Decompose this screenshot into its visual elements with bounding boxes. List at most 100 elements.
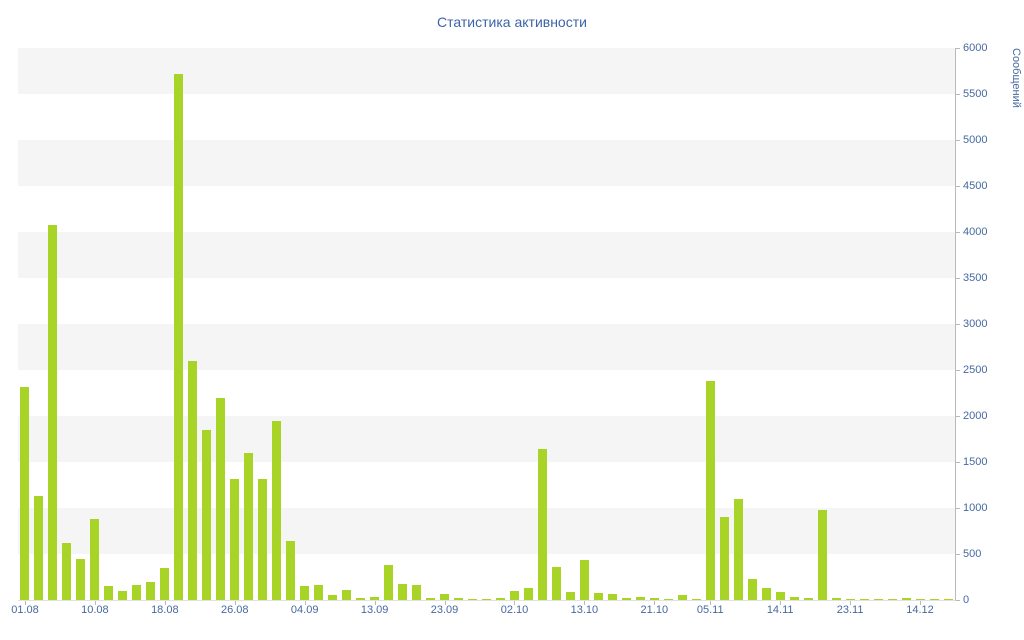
- y-axis-label: 4000: [963, 226, 988, 238]
- bar[interactable]: [747, 578, 757, 600]
- x-axis-label: 10.08: [81, 604, 109, 616]
- bar[interactable]: [929, 598, 939, 600]
- x-axis-tick: [94, 601, 96, 605]
- x-axis-tick: [850, 601, 852, 605]
- bar[interactable]: [537, 449, 547, 600]
- bar[interactable]: [831, 598, 841, 600]
- bar[interactable]: [775, 591, 785, 600]
- bar[interactable]: [705, 381, 715, 600]
- bar[interactable]: [258, 479, 268, 600]
- bar[interactable]: [426, 598, 436, 600]
- y-axis-label: 2500: [963, 364, 988, 376]
- bar[interactable]: [761, 588, 771, 600]
- y-axis-label: 1500: [963, 456, 988, 468]
- bar[interactable]: [216, 397, 226, 600]
- bar[interactable]: [202, 429, 212, 600]
- bar[interactable]: [719, 517, 729, 600]
- bar[interactable]: [887, 599, 897, 600]
- bar[interactable]: [803, 598, 813, 600]
- bar[interactable]: [635, 597, 645, 600]
- bar[interactable]: [454, 598, 464, 600]
- x-axis-label: 02.10: [500, 604, 529, 616]
- bar[interactable]: [160, 567, 170, 600]
- bar[interactable]: [845, 598, 855, 600]
- bar[interactable]: [901, 598, 911, 600]
- bar[interactable]: [272, 420, 282, 600]
- x-axis-label: 23.11: [836, 604, 864, 616]
- bar[interactable]: [482, 599, 491, 600]
- y-axis-label: 6000: [963, 42, 988, 54]
- x-axis-label: 14.11: [766, 604, 794, 616]
- x-axis-label: 14.12: [906, 604, 934, 616]
- bar[interactable]: [677, 595, 687, 600]
- y-axis-tick: [956, 232, 960, 233]
- bar[interactable]: [468, 598, 477, 600]
- x-axis-tick: [164, 601, 166, 605]
- bar[interactable]: [370, 597, 380, 600]
- x-axis-tick: [584, 601, 586, 605]
- y-axis-tick: [956, 462, 960, 463]
- y-axis-label: 5000: [963, 134, 988, 146]
- bar[interactable]: [76, 558, 86, 600]
- bar[interactable]: [607, 594, 617, 600]
- bar[interactable]: [20, 386, 30, 600]
- y-axis-tick: [956, 186, 960, 187]
- bar[interactable]: [230, 478, 240, 600]
- bar[interactable]: [300, 586, 310, 600]
- bar[interactable]: [943, 599, 953, 600]
- bar[interactable]: [579, 560, 589, 600]
- x-axis-tick: [710, 601, 712, 605]
- bar[interactable]: [523, 588, 533, 600]
- y-axis-label: 0: [963, 594, 970, 606]
- bar[interactable]: [62, 542, 72, 600]
- bar[interactable]: [495, 598, 505, 600]
- bar[interactable]: [593, 592, 603, 600]
- bar[interactable]: [565, 591, 575, 600]
- bar[interactable]: [132, 585, 142, 600]
- bar[interactable]: [733, 498, 743, 600]
- bar[interactable]: [342, 589, 352, 600]
- bar[interactable]: [286, 541, 296, 600]
- x-axis-tick: [920, 601, 922, 605]
- bar[interactable]: [440, 594, 450, 600]
- y-axis-tick: [956, 370, 960, 371]
- bar[interactable]: [328, 595, 338, 600]
- bar[interactable]: [48, 224, 58, 600]
- bar[interactable]: [244, 452, 254, 600]
- bar[interactable]: [663, 598, 673, 600]
- x-axis-tick: [780, 601, 782, 605]
- x-axis-tick: [304, 601, 306, 605]
- chart-title: Статистика активности: [437, 14, 587, 30]
- bar[interactable]: [188, 360, 198, 600]
- bar[interactable]: [509, 590, 519, 600]
- y-axis-label: 4500: [963, 180, 988, 192]
- bar[interactable]: [104, 586, 114, 600]
- bar[interactable]: [34, 496, 44, 600]
- bar[interactable]: [314, 585, 324, 600]
- bar[interactable]: [118, 590, 128, 600]
- y-axis-tick: [956, 278, 960, 279]
- bar[interactable]: [551, 566, 561, 600]
- bar[interactable]: [398, 584, 408, 600]
- y-axis: 0 500 1000 1500 2000 2500 3000 3500 4000 4500 5000…: [956, 42, 1004, 606]
- bar[interactable]: [873, 598, 883, 600]
- bar[interactable]: [649, 598, 659, 600]
- bar[interactable]: [174, 73, 184, 600]
- x-axis-label: 04.09: [290, 604, 319, 616]
- bar[interactable]: [356, 598, 366, 600]
- bar[interactable]: [859, 599, 869, 600]
- bar[interactable]: [412, 585, 422, 600]
- bar[interactable]: [384, 565, 394, 600]
- y-axis-label: 2000: [963, 410, 988, 422]
- bar[interactable]: [915, 599, 925, 600]
- x-axis-label: 01.08: [11, 604, 39, 616]
- bar[interactable]: [789, 597, 799, 600]
- plot-area: [18, 48, 956, 601]
- bar[interactable]: [146, 581, 156, 600]
- bar[interactable]: [621, 598, 631, 600]
- bar[interactable]: [90, 519, 100, 600]
- x-axis-label: 23.09: [430, 604, 459, 616]
- bar[interactable]: [817, 509, 827, 600]
- bar[interactable]: [691, 599, 701, 600]
- x-axis: 01.08 10.08 18.08 26.08 04.09 13.09 23.09 02.10…: [11, 601, 955, 621]
